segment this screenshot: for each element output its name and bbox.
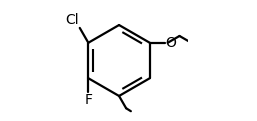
- Text: Cl: Cl: [65, 13, 79, 27]
- Text: O: O: [166, 36, 177, 50]
- Text: F: F: [84, 93, 92, 107]
